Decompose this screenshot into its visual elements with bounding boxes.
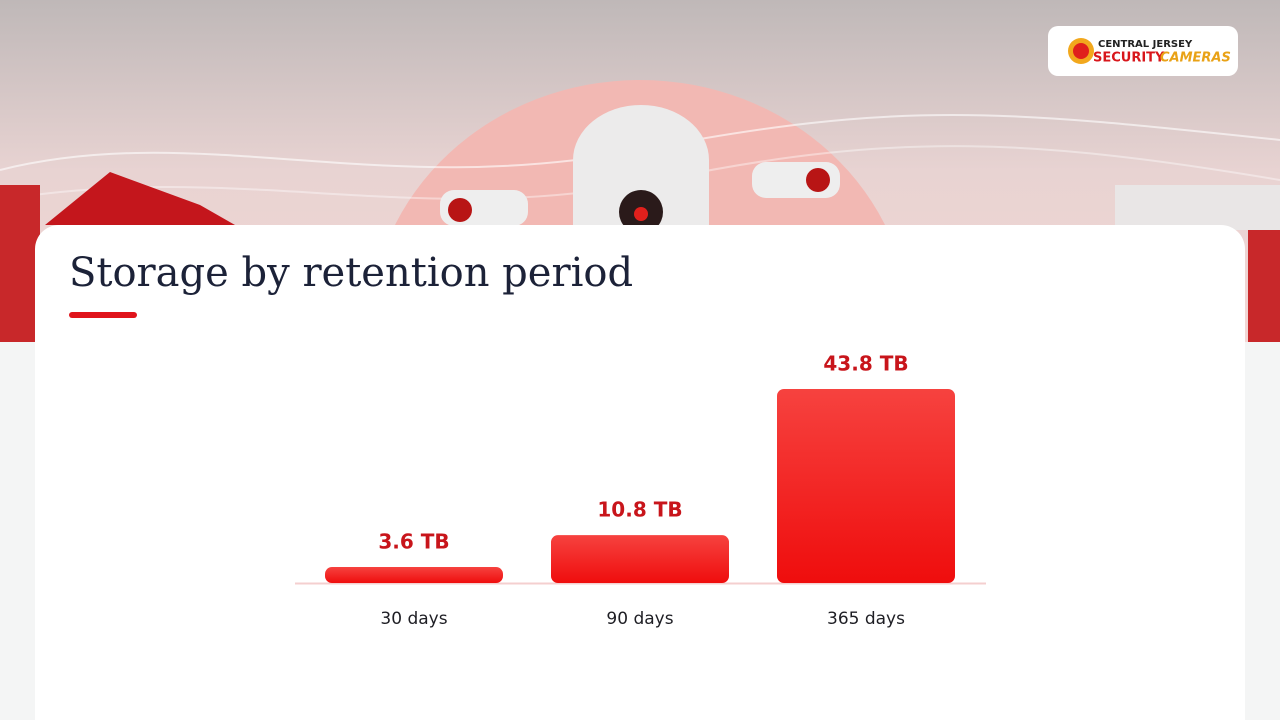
camera-led: [634, 207, 648, 221]
tree: [1248, 220, 1280, 342]
logo-text: SECURITY: [1093, 51, 1165, 66]
value-label: 43.8 TB: [823, 352, 908, 376]
logo-text: CAMERAS: [1160, 51, 1231, 66]
x-tick-label: 30 days: [380, 609, 447, 629]
plot: 3.6 TB 30 days 10.8 TB 90 days 43.8 TB 365 da…: [325, 352, 955, 629]
value-label: 10.8 TB: [597, 498, 682, 522]
logo-box: [1048, 26, 1238, 76]
logo-text: CENTRAL JERSEY: [1098, 39, 1193, 50]
value-label: 3.6 TB: [378, 530, 449, 554]
house-roof: [45, 172, 235, 225]
title-underline: [69, 312, 137, 318]
building: [1115, 185, 1280, 230]
bar: [777, 389, 955, 583]
x-tick-label: 365 days: [827, 609, 905, 629]
chart-title: Storage by retention period: [69, 250, 633, 296]
card: [35, 225, 1245, 720]
tree: [0, 185, 40, 342]
bar: [551, 535, 729, 583]
x-tick-label: 90 days: [606, 609, 673, 629]
camera-lens: [806, 168, 830, 192]
logo-dot: [1073, 43, 1089, 59]
dome-camera: [573, 105, 709, 230]
bar: [325, 567, 503, 583]
camera-lens: [448, 198, 472, 222]
